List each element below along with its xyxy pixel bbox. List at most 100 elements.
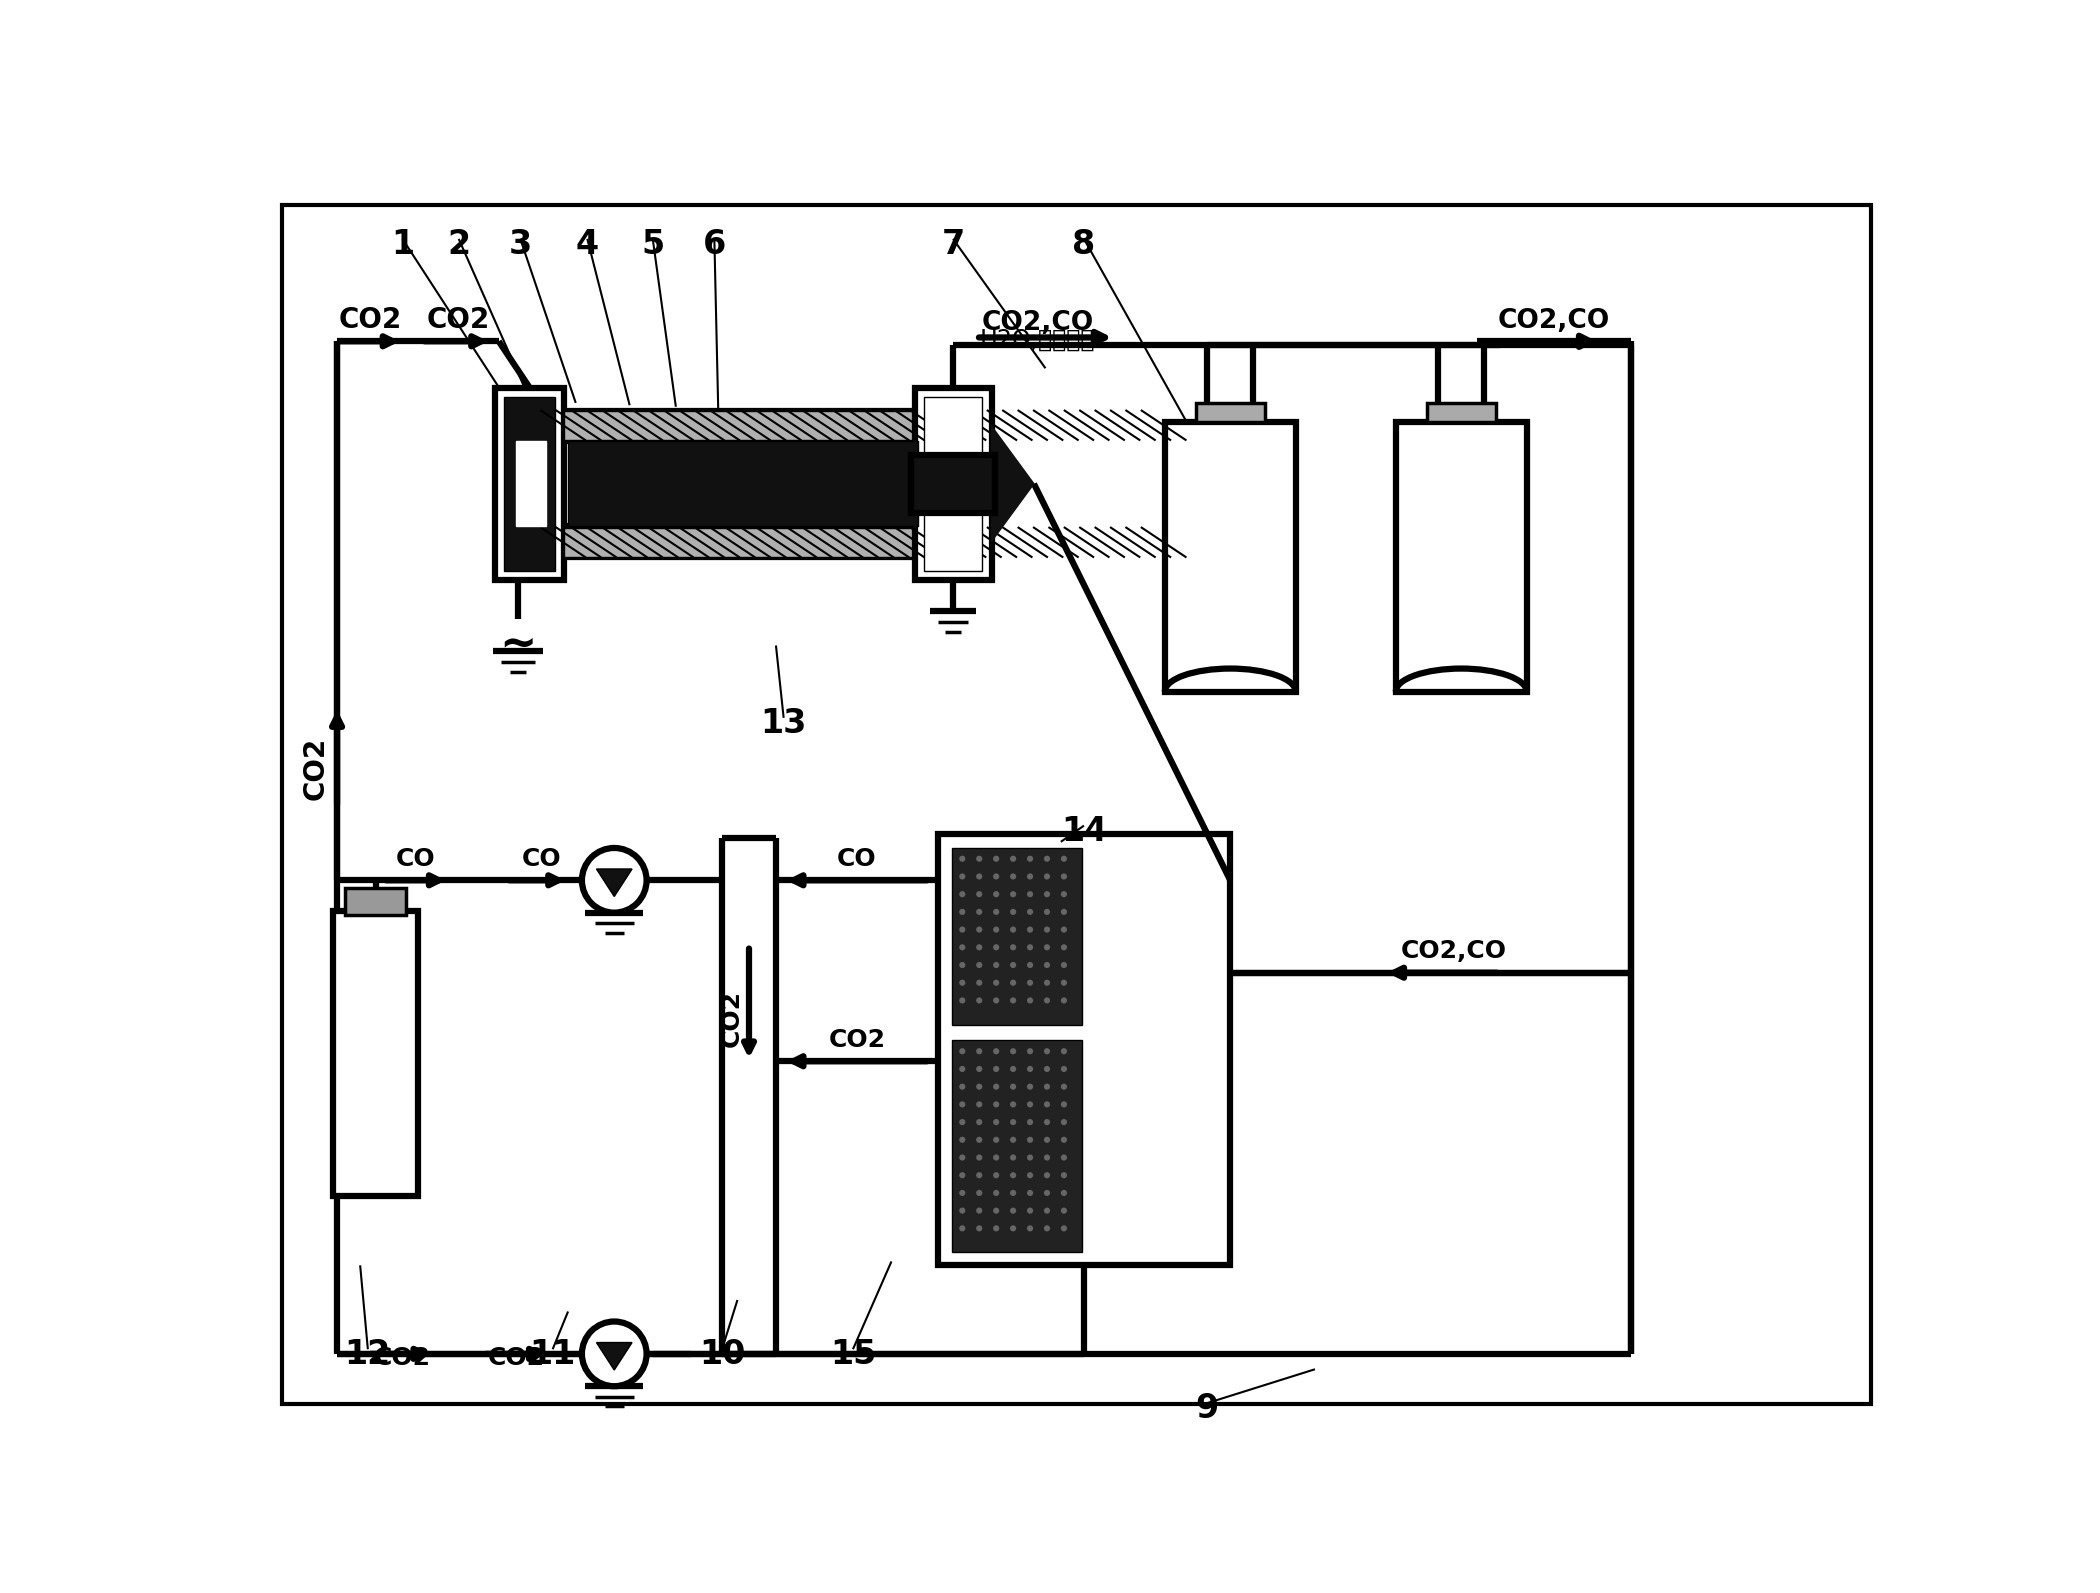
Text: CO: CO xyxy=(521,847,561,871)
Circle shape xyxy=(993,873,1000,879)
Circle shape xyxy=(976,1101,983,1107)
Circle shape xyxy=(1060,890,1067,897)
Circle shape xyxy=(976,873,983,879)
Circle shape xyxy=(976,855,983,862)
Circle shape xyxy=(1027,1066,1033,1072)
Circle shape xyxy=(1044,1207,1050,1214)
Circle shape xyxy=(960,1137,966,1142)
Bar xyxy=(916,387,991,580)
Circle shape xyxy=(1060,1048,1067,1055)
Circle shape xyxy=(960,855,966,862)
Circle shape xyxy=(1027,908,1033,914)
Circle shape xyxy=(1010,1207,1016,1214)
Circle shape xyxy=(960,1190,966,1196)
Circle shape xyxy=(1060,855,1067,862)
Circle shape xyxy=(976,1172,983,1179)
Text: 4: 4 xyxy=(575,228,598,261)
Circle shape xyxy=(1010,1066,1016,1072)
Circle shape xyxy=(1027,980,1033,986)
Circle shape xyxy=(1010,908,1016,914)
Circle shape xyxy=(993,1048,1000,1055)
Bar xyxy=(496,387,565,580)
Bar xyxy=(517,441,546,526)
Circle shape xyxy=(1010,927,1016,932)
Text: 7: 7 xyxy=(941,228,964,261)
Circle shape xyxy=(1044,908,1050,914)
Circle shape xyxy=(976,962,983,969)
Circle shape xyxy=(1044,997,1050,1004)
Text: CO: CO xyxy=(395,847,435,871)
Circle shape xyxy=(960,1101,966,1107)
Circle shape xyxy=(960,908,966,914)
Circle shape xyxy=(1010,1048,1016,1055)
Circle shape xyxy=(993,1225,1000,1231)
Circle shape xyxy=(960,1118,966,1125)
Bar xyxy=(911,456,995,513)
Circle shape xyxy=(976,980,983,986)
Circle shape xyxy=(993,980,1000,986)
Text: 8: 8 xyxy=(1073,228,1096,261)
Circle shape xyxy=(1060,1066,1067,1072)
Circle shape xyxy=(960,927,966,932)
Circle shape xyxy=(960,1172,966,1179)
Circle shape xyxy=(1044,980,1050,986)
Circle shape xyxy=(1010,1225,1016,1231)
Circle shape xyxy=(1044,1225,1050,1231)
Circle shape xyxy=(1060,1137,1067,1142)
Circle shape xyxy=(1027,1048,1033,1055)
Bar xyxy=(504,397,554,570)
Circle shape xyxy=(960,1207,966,1214)
Circle shape xyxy=(1027,855,1033,862)
Circle shape xyxy=(1010,945,1016,951)
Circle shape xyxy=(1027,962,1033,969)
Circle shape xyxy=(1060,1190,1067,1196)
Text: 12: 12 xyxy=(344,1338,391,1372)
Bar xyxy=(924,397,983,570)
Text: CO2: CO2 xyxy=(827,1027,886,1051)
Bar xyxy=(939,835,1231,1265)
Text: 10: 10 xyxy=(699,1338,746,1372)
Circle shape xyxy=(1060,1155,1067,1161)
Text: CO2,CO: CO2,CO xyxy=(1497,307,1611,333)
Circle shape xyxy=(993,908,1000,914)
Bar xyxy=(344,887,407,914)
Circle shape xyxy=(1027,1155,1033,1161)
Circle shape xyxy=(993,1207,1000,1214)
Circle shape xyxy=(1027,1118,1033,1125)
Circle shape xyxy=(1060,927,1067,932)
Bar xyxy=(951,1040,1082,1252)
Circle shape xyxy=(1044,1066,1050,1072)
Circle shape xyxy=(960,962,966,969)
Text: 14: 14 xyxy=(1060,816,1107,847)
Circle shape xyxy=(1060,962,1067,969)
Circle shape xyxy=(1044,873,1050,879)
Circle shape xyxy=(960,1225,966,1231)
Circle shape xyxy=(976,1048,983,1055)
Circle shape xyxy=(993,1172,1000,1179)
Circle shape xyxy=(993,927,1000,932)
Text: 5: 5 xyxy=(640,228,664,261)
Text: 3: 3 xyxy=(508,228,531,261)
Circle shape xyxy=(1027,1172,1033,1179)
Circle shape xyxy=(993,1066,1000,1072)
Circle shape xyxy=(1044,890,1050,897)
Circle shape xyxy=(1044,927,1050,932)
Bar xyxy=(565,411,926,440)
Circle shape xyxy=(1060,1207,1067,1214)
Circle shape xyxy=(1060,1083,1067,1090)
Circle shape xyxy=(1027,1083,1033,1090)
Text: 1: 1 xyxy=(391,228,414,261)
Circle shape xyxy=(993,890,1000,897)
Text: 6: 6 xyxy=(704,228,727,261)
Circle shape xyxy=(960,997,966,1004)
Circle shape xyxy=(1027,1101,1033,1107)
Text: CO2: CO2 xyxy=(487,1346,546,1370)
Bar xyxy=(1426,403,1495,422)
Circle shape xyxy=(993,962,1000,969)
Polygon shape xyxy=(596,1343,632,1370)
Circle shape xyxy=(960,945,966,951)
Circle shape xyxy=(1010,962,1016,969)
Circle shape xyxy=(976,1190,983,1196)
Text: CO: CO xyxy=(838,847,876,871)
Bar xyxy=(1195,403,1264,422)
